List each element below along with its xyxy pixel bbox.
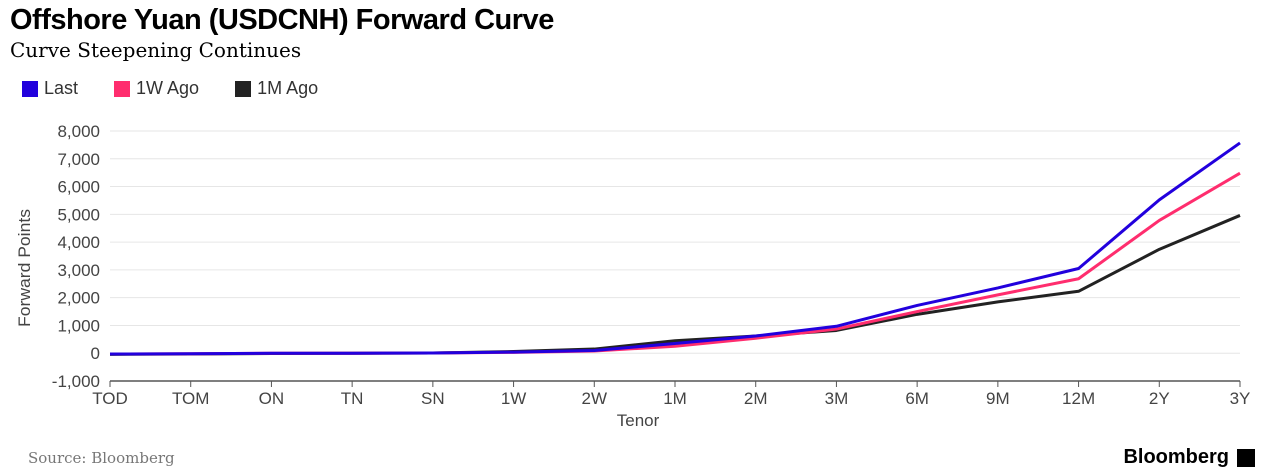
x-tick-label: TOD — [92, 389, 128, 408]
x-tick-label: TOM — [172, 389, 209, 408]
bloomberg-chart-icon — [1237, 448, 1255, 467]
series-line-last — [109, 141, 1241, 356]
y-tick-label: 1,000 — [57, 316, 100, 335]
y-tick-label: 8,000 — [57, 122, 100, 141]
x-tick-label: 12M — [1062, 389, 1095, 408]
chart-title: Offshore Yuan (USDCNH) Forward Curve — [10, 4, 554, 36]
x-tick-label: ON — [259, 389, 285, 408]
series-line-1m-ago — [109, 214, 1241, 356]
y-tick-label: 4,000 — [57, 233, 100, 252]
legend: Last 1W Ago 1M Ago — [22, 78, 318, 99]
chart-subtitle: Curve Steepening Continues — [10, 38, 302, 62]
legend-label: Last — [44, 78, 79, 98]
x-tick-label: 1W — [501, 389, 527, 408]
legend-label: 1M Ago — [257, 78, 319, 98]
x-tick-label: 2W — [582, 389, 608, 408]
x-axis-label: Tenor — [617, 411, 660, 430]
series-line-1w-ago — [109, 171, 1241, 356]
legend-item: 1M Ago — [235, 78, 318, 99]
x-tick-label: 1M — [663, 389, 687, 408]
y-tick-label: 5,000 — [57, 205, 100, 224]
x-tick-label: TN — [341, 389, 364, 408]
x-tick-label: 3M — [825, 389, 849, 408]
y-tick-label: 7,000 — [57, 150, 100, 169]
bloomberg-logo: Bloomberg — [1123, 446, 1255, 469]
legend-item: Last — [22, 78, 78, 99]
x-tick-label: 3Y — [1230, 389, 1251, 408]
y-tick-label: 2,000 — [57, 289, 100, 308]
y-tick-label: 6,000 — [57, 178, 100, 197]
source-note: Source: Bloomberg — [28, 449, 175, 467]
legend-label: 1W Ago — [136, 78, 200, 98]
x-tick-label: 2M — [744, 389, 768, 408]
x-tick-label: 2Y — [1149, 389, 1170, 408]
legend-swatch — [235, 80, 252, 97]
brand-name: Bloomberg — [1123, 446, 1229, 468]
legend-item: 1W Ago — [114, 78, 199, 99]
x-tick-label: SN — [421, 389, 445, 408]
y-axis-label: Forward Points — [15, 209, 34, 327]
y-tick-label: -1,000 — [52, 372, 100, 391]
x-tick-label: 9M — [986, 389, 1010, 408]
x-tick-label: 6M — [905, 389, 929, 408]
y-tick-label: 3,000 — [57, 261, 100, 280]
legend-swatch — [22, 80, 38, 97]
y-tick-label: 0 — [91, 344, 100, 363]
legend-swatch — [114, 80, 131, 97]
